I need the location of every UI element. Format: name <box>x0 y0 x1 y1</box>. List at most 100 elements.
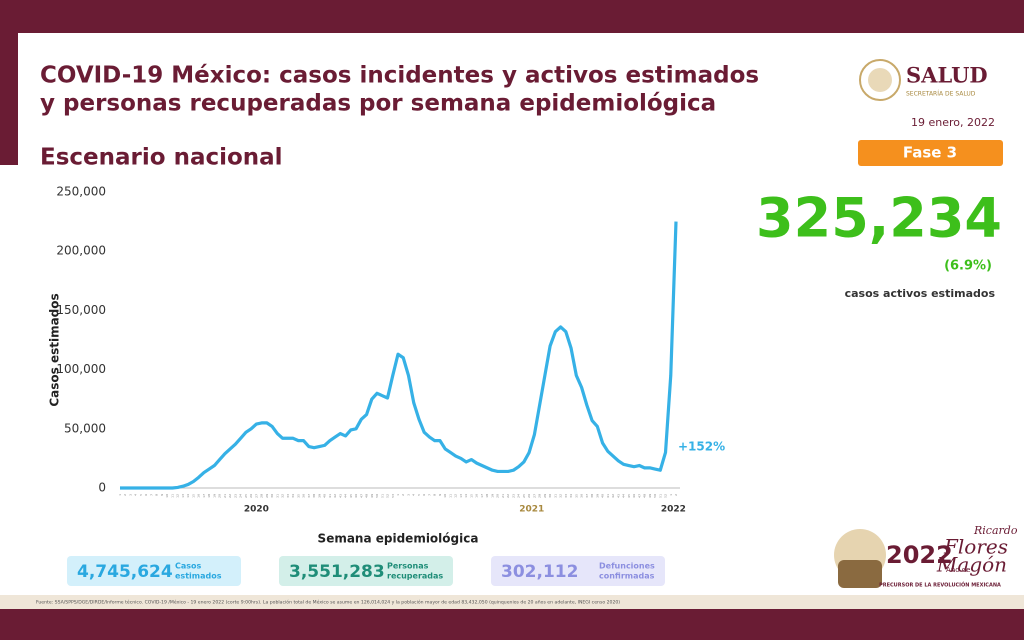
x-tick-label: 46 <box>632 494 636 498</box>
x-tick-label: 11 <box>170 494 174 498</box>
x-tick-label: 10 <box>443 494 447 498</box>
x-tick-label: 48 <box>643 494 647 498</box>
x-tick-label: 45 <box>627 494 631 498</box>
x-tick-label: 33 <box>564 494 568 498</box>
x-tick-label: 16 <box>475 494 479 498</box>
title: y personas recuperadas por semana epidem… <box>40 91 716 117</box>
year-label: 2022 <box>661 505 686 515</box>
x-tick-label: 35 <box>296 494 300 498</box>
x-tick-label: 8 <box>155 494 159 496</box>
x-tick-label: 39 <box>317 494 321 498</box>
y-tick-label: 250,000 <box>56 185 106 199</box>
left-strip <box>0 33 18 165</box>
x-tick-label: 11 <box>448 494 452 498</box>
x-tick-label: 19 <box>490 494 494 498</box>
logo-emblem <box>859 59 901 101</box>
summary-box <box>279 556 453 586</box>
active-number: 325,234 <box>756 187 1002 250</box>
y-tick-label: 0 <box>98 481 106 495</box>
x-tick-label: 30 <box>270 494 274 498</box>
x-tick-label: 24 <box>239 494 243 498</box>
x-tick-label: 19 <box>212 494 216 498</box>
x-tick-label: 18 <box>207 494 211 498</box>
x-tick-label: 41 <box>606 494 610 498</box>
y-tick-label: 100,000 <box>56 362 106 376</box>
logo-emblem-inner <box>868 68 892 92</box>
x-tick-label: 43 <box>338 494 342 498</box>
x-tick-label: 34 <box>569 494 573 498</box>
x-tick-label: 21 <box>223 494 227 498</box>
summary-number: 4,745,624 <box>77 562 173 582</box>
x-tick-label: 47 <box>637 494 641 498</box>
y-axis-label: Casos estimados <box>48 293 62 406</box>
badge-year-caption: Año de <box>946 566 970 574</box>
annotation: +152% <box>678 440 725 454</box>
badge-first: Ricardo <box>973 524 1018 537</box>
x-tick-label: 31 <box>275 494 279 498</box>
x-tick-label: 23 <box>511 494 515 498</box>
x-tick-label: 43 <box>616 494 620 498</box>
x-tick-label: 35 <box>574 494 578 498</box>
x-tick-label: 28 <box>538 494 542 498</box>
x-tick-label: 13 <box>459 494 463 498</box>
logo-subname: SECRETARÍA DE SALUD <box>906 91 976 98</box>
badge-last: Magón <box>936 553 1007 577</box>
x-tick-label: 46 <box>354 494 358 498</box>
x-tick-label: 31 <box>553 494 557 498</box>
bottom-band <box>0 609 1024 640</box>
x-tick-label: 3 <box>406 494 410 496</box>
x-tick-label: 32 <box>281 494 285 498</box>
x-tick-label: 42 <box>611 494 615 498</box>
x-tick-label: 7 <box>149 494 153 496</box>
y-tick-label: 200,000 <box>56 244 106 258</box>
x-tick-label: 40 <box>601 494 605 498</box>
x-tick-label: 24 <box>517 494 521 498</box>
x-tick-label: 51 <box>658 494 662 498</box>
footer-band <box>0 595 1024 609</box>
x-tick-label: 50 <box>653 494 657 498</box>
x-tick-label: 8 <box>433 494 437 496</box>
x-tick-label: 28 <box>260 494 264 498</box>
x-tick-label: 9 <box>438 494 442 496</box>
year-label: 2020 <box>244 505 269 515</box>
badge-last: Flores <box>943 535 1008 559</box>
x-tick-label: 20 <box>496 494 500 498</box>
x-tick-label: 6 <box>422 494 426 496</box>
x-tick-label: 33 <box>286 494 290 498</box>
x-tick-label: 52 <box>386 494 390 498</box>
x-tick-label: 10 <box>165 494 169 498</box>
x-tick-label: 29 <box>265 494 269 498</box>
x-tick-label: 39 <box>595 494 599 498</box>
phase-badge <box>858 140 1003 166</box>
x-tick-label: 20 <box>218 494 222 498</box>
x-tick-label: 52 <box>664 494 668 498</box>
x-tick-label: 30 <box>548 494 552 498</box>
x-tick-label: 1 <box>118 494 122 496</box>
x-tick-label: 23 <box>233 494 237 498</box>
x-tick-label: 29 <box>543 494 547 498</box>
x-tick-label: 42 <box>333 494 337 498</box>
footer: Fuente: SSA/SPPS/DGE/DIRDE/Informe técni… <box>36 599 620 606</box>
x-tick-label: 37 <box>585 494 589 498</box>
date: 19 enero, 2022 <box>911 116 995 129</box>
phase: Fase 3 <box>903 144 957 162</box>
y-tick-label: 50,000 <box>64 421 106 435</box>
x-tick-label: 25 <box>244 494 248 498</box>
subtitle: Escenario nacional <box>40 145 283 171</box>
x-tick-label: 25 <box>522 494 526 498</box>
x-tick-label: 50 <box>375 494 379 498</box>
x-tick-label: 26 <box>527 494 531 498</box>
x-tick-label: 13 <box>181 494 185 498</box>
year-label: 2021 <box>519 505 544 515</box>
x-tick-label: 53 <box>391 494 395 498</box>
x-tick-label: 17 <box>480 494 484 498</box>
badge-tagline: PRECURSOR DE LA REVOLUCIÓN MEXICANA <box>879 582 1001 589</box>
logo-name: SALUD <box>906 63 988 88</box>
x-tick-label: 48 <box>365 494 369 498</box>
x-tick-label: 4 <box>134 494 138 496</box>
x-tick-label: 21 <box>501 494 505 498</box>
x-tick-label: 44 <box>344 494 348 498</box>
active-percent: (6.9%) <box>944 259 992 274</box>
x-tick-label: 5 <box>417 494 421 496</box>
